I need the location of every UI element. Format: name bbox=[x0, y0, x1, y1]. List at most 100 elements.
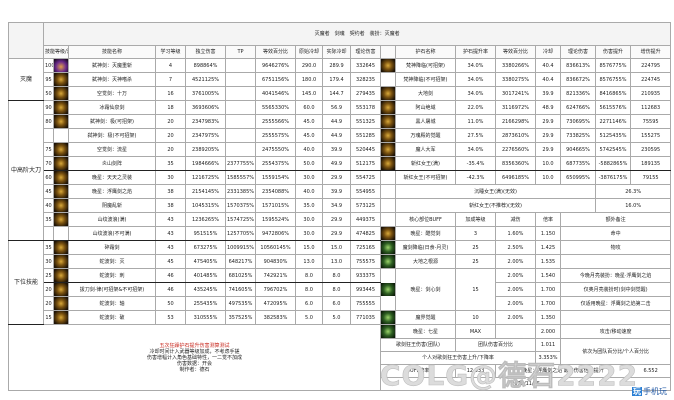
skill-req: 43 bbox=[155, 240, 186, 255]
stone-icon-cell bbox=[380, 86, 396, 101]
buff-reduce: 2.00% bbox=[495, 310, 536, 325]
skill-equiv: 796702% bbox=[255, 282, 296, 297]
table-row: 山纹波浪(不可满) 43 951515% 1257705% 9472806% 30.0 29… bbox=[9, 226, 672, 241]
skill-cd2: 44.9 bbox=[322, 114, 351, 129]
table-row: 25 蛇波剑：刺 46 401485% 681025% 742921% 8.0 8.0 9333… bbox=[9, 268, 672, 311]
col-rate: 护石提升率 bbox=[455, 45, 496, 59]
col-level: 技能等级/消耗 bbox=[43, 45, 69, 59]
table-row: 30 蛇波剑：灭 45 475405% 648217% 904830% 13.0 13.0 75… bbox=[9, 254, 672, 269]
note-line: 冷却时间计入武器等级加成，不考虑手搓 bbox=[149, 348, 240, 355]
stone-equiv: 3116972% bbox=[495, 100, 536, 115]
buff-mult: 1.540 bbox=[535, 268, 561, 283]
stone-cd: 40.4 bbox=[535, 72, 561, 87]
skill-icon bbox=[381, 227, 395, 240]
col-req: 学习等级 bbox=[155, 45, 186, 59]
skill-tp bbox=[225, 114, 256, 129]
skill-theory: 993445 bbox=[350, 282, 381, 297]
col-theory: 理论伤害 bbox=[350, 45, 381, 59]
skill-level: 35 bbox=[43, 240, 54, 255]
stone-boost2: 230595 bbox=[629, 142, 672, 157]
skill-indep: 1045315% bbox=[185, 198, 226, 213]
stone-dmg: 904665% bbox=[560, 142, 596, 157]
stone-rate: -42.3% bbox=[455, 170, 496, 185]
skill-equiv: 2554375% bbox=[255, 156, 296, 171]
buff-level: 3 bbox=[455, 226, 496, 241]
skill-level: 80 bbox=[43, 114, 54, 129]
stone-boost2: 112683 bbox=[629, 100, 672, 115]
skill-cd: 60.0 bbox=[295, 100, 323, 115]
buff-name: 晚星：剑心剑 bbox=[395, 268, 456, 311]
skill-icon bbox=[54, 241, 68, 254]
stone-dmg: 733825% bbox=[560, 128, 596, 143]
skill-icon bbox=[54, 171, 68, 184]
notes-box: 五次狂躁护石提升伤害测算测试 冷却时间计入武器等级加成，不考虑手搓 伤害增幅计入角色… bbox=[8, 324, 381, 391]
skill-equiv: 9646276% bbox=[255, 58, 296, 73]
skill-tp: 1009915% bbox=[225, 240, 256, 255]
col-tp: TP bbox=[225, 45, 256, 59]
skill-tp: 648217% bbox=[225, 254, 256, 269]
buff-name: 晚星：酷觉剑 bbox=[395, 226, 456, 241]
stone-boost2: 210935 bbox=[629, 86, 672, 101]
buff-icon-cell bbox=[380, 268, 396, 311]
team-damage-label: 歌剑狂王伤害(团队) bbox=[380, 338, 456, 352]
skill-indep: 2347983% bbox=[185, 114, 226, 129]
skill-req: 38 bbox=[155, 184, 186, 199]
col-rname: 护石名称 bbox=[395, 45, 456, 59]
stone-icon-cell bbox=[380, 156, 396, 171]
table-row: 45 晚星：浮鹰剑之焰 38 2154145% 2331385% 2354088% 40.0… bbox=[9, 184, 672, 199]
stone-equiv: 3017241% bbox=[495, 86, 536, 101]
skill-level: 90 bbox=[43, 100, 54, 115]
skill-indep: 2389205% bbox=[185, 142, 226, 157]
skill-indep: 435245% bbox=[185, 282, 226, 297]
stone-dmg: 650995% bbox=[560, 170, 596, 185]
stone-rate: 11.0% bbox=[455, 114, 496, 129]
stone-boost2: 224745 bbox=[629, 72, 672, 87]
buff-mult: 1.425 bbox=[535, 240, 561, 255]
buff-name: 魔界觉醒 bbox=[395, 310, 456, 325]
buff-mult: 2.000 bbox=[535, 324, 561, 339]
skill-req: 53 bbox=[155, 310, 186, 325]
skill-req: 46 bbox=[155, 282, 186, 297]
skill-icon bbox=[381, 59, 395, 72]
skill-cd: 30.0 bbox=[295, 212, 323, 227]
buff-icon-cell bbox=[380, 324, 396, 339]
skill-icon bbox=[54, 87, 68, 100]
skill-cd2: 8.0 bbox=[322, 282, 351, 297]
skill-level: 100 bbox=[43, 58, 54, 73]
skill-icon bbox=[381, 325, 395, 338]
col-rdmg: 理论伤害 bbox=[560, 45, 596, 59]
buff-name: 魔剑降临(日食-月灵) bbox=[395, 240, 456, 255]
skill-icon bbox=[54, 101, 68, 114]
skill-cd: 8.0 bbox=[295, 282, 323, 297]
stone-dmg: 821336% bbox=[560, 86, 596, 101]
skill-name: 山纹波浪(满) bbox=[68, 212, 156, 227]
buff-reduce: 2.50% bbox=[495, 240, 536, 255]
skill-req: 43 bbox=[155, 212, 186, 227]
skill-req: 38 bbox=[155, 198, 186, 213]
buff-mult: 1.350 bbox=[535, 310, 561, 325]
sheet-date: 2023/11/15 bbox=[379, 377, 672, 391]
stone-name: 斩红女王(不可招架) bbox=[395, 170, 456, 185]
skill-cd: 45.0 bbox=[295, 114, 323, 129]
buff-reduce: 2.00% bbox=[495, 254, 536, 269]
site-logo: 玩手机玩 bbox=[632, 386, 667, 397]
skill-equiv: 9472806% bbox=[255, 226, 296, 241]
section-label: 中高阶大刀 bbox=[8, 100, 44, 241]
skill-name: 空觉剑：十万 bbox=[68, 86, 156, 101]
skill-equiv: 10560145% bbox=[255, 240, 296, 255]
stone-boost2: 75595 bbox=[629, 114, 672, 129]
skill-theory: 520445 bbox=[350, 142, 381, 157]
skill-indep: 4521125% bbox=[185, 72, 226, 87]
skill-req: 16 bbox=[155, 86, 186, 101]
skill-theory: 449375 bbox=[350, 212, 381, 227]
col-requiv: 等效百分比 bbox=[495, 45, 536, 59]
stone-equiv: 2276560% bbox=[495, 142, 536, 157]
table-row: 75 空觉剑：流星 20 2389205% 2475550% 40.0 39.9 520445… bbox=[9, 142, 672, 157]
skill-icon bbox=[381, 311, 395, 324]
stone-boost2: 79155 bbox=[629, 170, 672, 185]
stone-icon-cell bbox=[380, 128, 396, 143]
buff-head: 加成等级 bbox=[455, 212, 496, 227]
stone-cd: 10.0 bbox=[535, 156, 561, 171]
stone-cd: 48.9 bbox=[535, 100, 561, 115]
stone-boost2: 155275 bbox=[629, 128, 672, 143]
